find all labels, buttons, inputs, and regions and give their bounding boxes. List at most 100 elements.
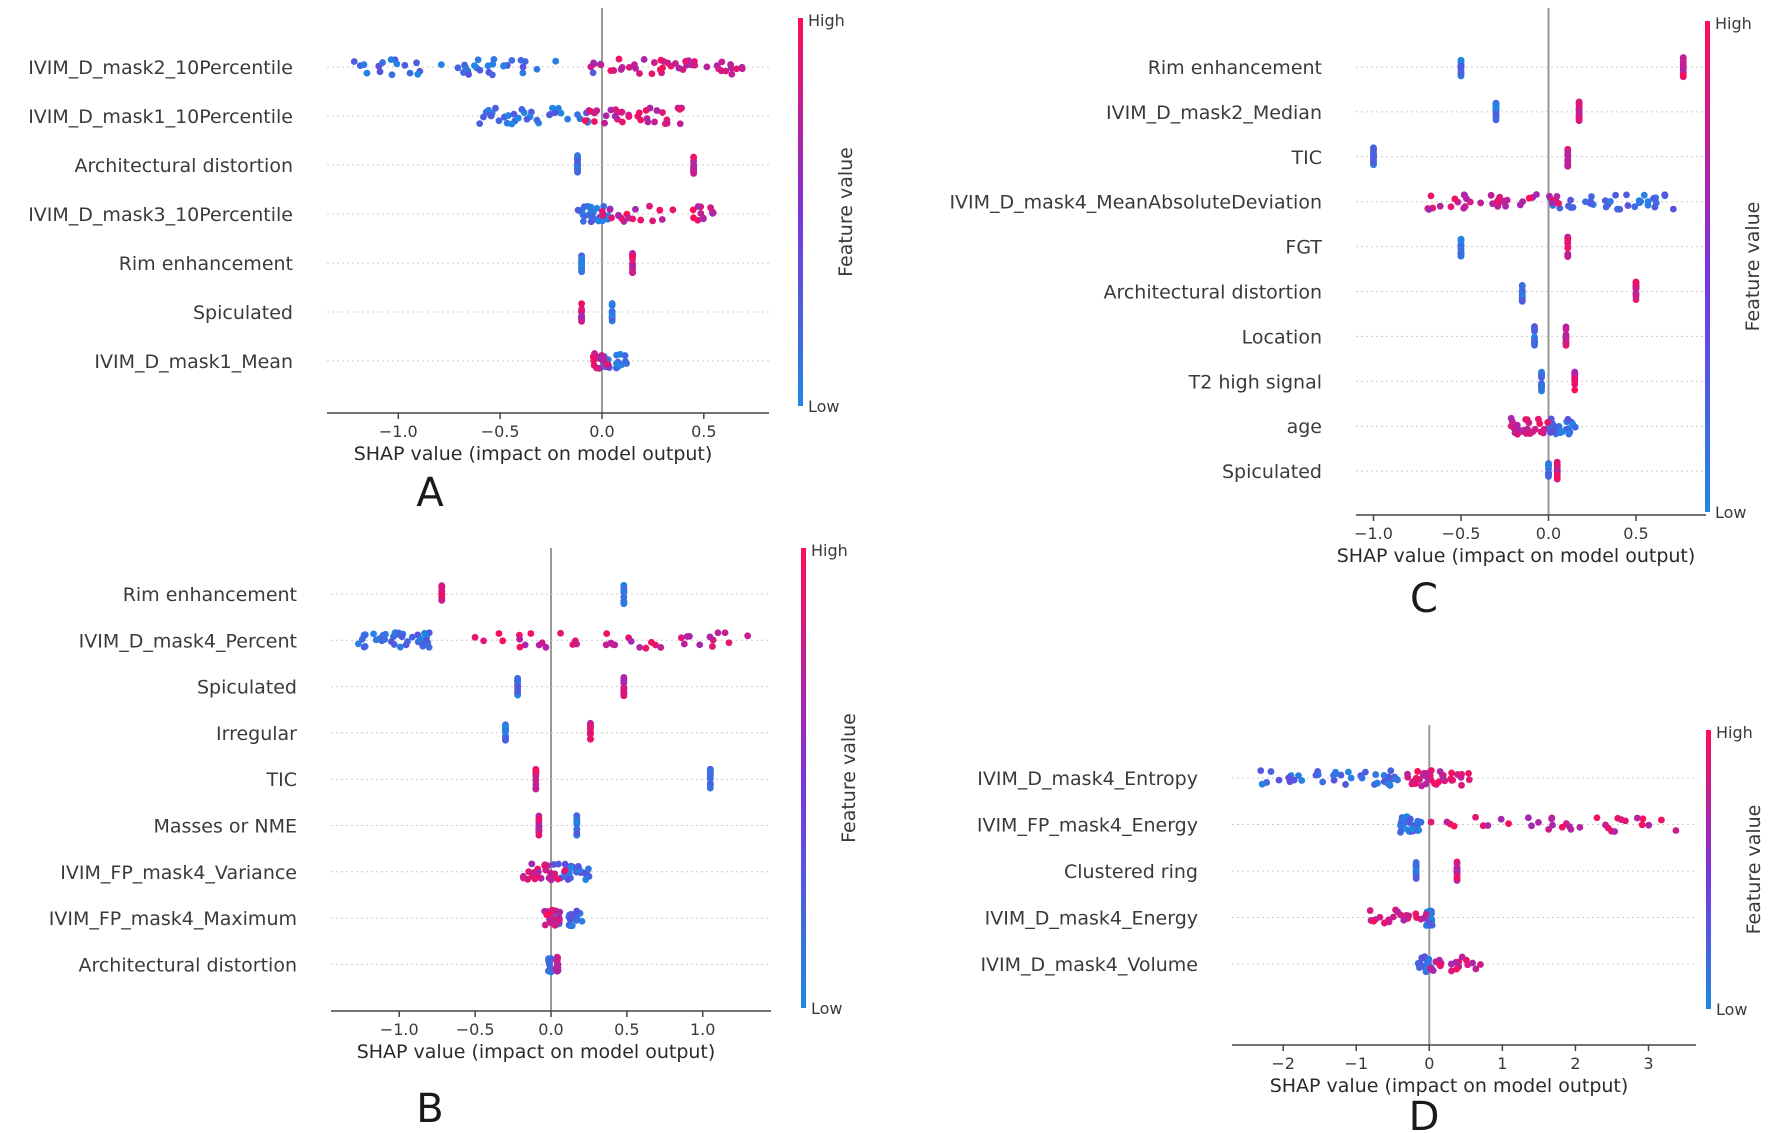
shap-point [1602,821,1609,829]
shap-point [1447,960,1455,968]
shap-point [561,867,569,874]
feature-label: FGT [1285,237,1322,259]
shap-point [715,65,723,73]
shap-point [595,217,603,225]
shap-point [625,63,633,71]
shap-point [1366,907,1374,914]
shap-point [646,104,654,112]
shap-point [573,817,581,825]
shap-point [1285,774,1293,782]
shap-point [707,204,714,212]
shap-point [1397,828,1404,836]
shap-point [1652,199,1660,207]
shap-point [406,69,414,77]
shap-point [578,255,586,262]
shap-point [1492,101,1500,109]
shap-point [471,633,479,641]
shap-point [585,865,592,873]
shap-point [492,104,499,112]
shap-point [706,769,714,777]
feature-label: IVIM_D_mask2_10Percentile [28,57,293,79]
shap-point [546,964,554,972]
shap-point [1571,386,1579,394]
shap-point [555,914,563,922]
shap-point [591,350,599,357]
shap-point [1451,195,1459,203]
shap-point [617,66,625,73]
shap-point [1449,776,1457,784]
shap-point [606,206,614,213]
shap-point [1637,198,1645,205]
shap-point [1427,192,1435,200]
shap-point [1457,237,1465,245]
shap-point [1458,953,1466,961]
shap-point [621,352,629,359]
shap-point [1267,768,1275,775]
shap-point [1457,69,1465,77]
shap-point [578,261,586,269]
shap-point [521,641,529,649]
shap-point [1564,415,1572,423]
shap-point [1319,778,1327,786]
shap-point [1399,815,1407,823]
shap-point [1372,771,1380,778]
shap-point [1507,414,1515,422]
colorbar-title: Feature value [838,713,860,843]
shap-point [650,59,658,66]
shap-point [1519,198,1526,206]
shap-point [595,364,603,372]
shap-point [657,644,665,651]
shap-point [516,635,524,643]
shap-point [1564,156,1572,163]
shap-point [508,56,516,64]
shap-point [425,643,433,651]
x-axis-label: SHAP value (impact on model output) [1337,545,1696,567]
shap-point [582,876,590,883]
shap-point [1564,237,1572,245]
shap-point [1458,781,1465,789]
shap-point [714,629,722,637]
feature-label: Architectural distortion [78,954,297,976]
shap-point [547,869,554,877]
shap-point [1443,818,1451,826]
shap-point [419,642,427,650]
x-tick-label: 0.5 [614,1020,639,1039]
shap-point [1497,815,1505,823]
shap-point [1477,199,1485,207]
shap-point [564,115,572,123]
shap-point [578,305,586,313]
shap-point [521,58,529,65]
shap-point [414,70,422,78]
shap-point [680,640,688,648]
shap-point [597,61,605,69]
colorbar-high-label: High [1716,723,1753,742]
shap-point [1638,821,1646,829]
shap-point [1569,203,1577,211]
shap-point [1453,873,1461,881]
shap-point [615,212,622,219]
shap-point [1275,776,1283,784]
shap-point [502,728,509,736]
shap-point [590,118,598,125]
shap-point [1425,919,1433,927]
shap-point [574,863,582,870]
shap-point [474,56,482,64]
colorbar-low-label: Low [811,999,843,1018]
shap-point [573,829,581,837]
shap-point [1257,767,1265,775]
shap-point [1477,961,1484,968]
shap-point [533,65,541,73]
shap-point [574,168,581,176]
shap-point [621,357,629,365]
shap-point [1429,967,1437,975]
shap-point [1553,463,1561,471]
shap-point [354,640,362,648]
shap-point [1555,199,1562,207]
shap-point [1406,819,1413,827]
colorbar-title: Feature value [835,147,857,277]
shap-point [1358,774,1366,782]
shap-point [1484,822,1492,829]
shap-point [1381,919,1389,927]
shap-point [542,643,550,651]
shap-point [646,202,653,210]
